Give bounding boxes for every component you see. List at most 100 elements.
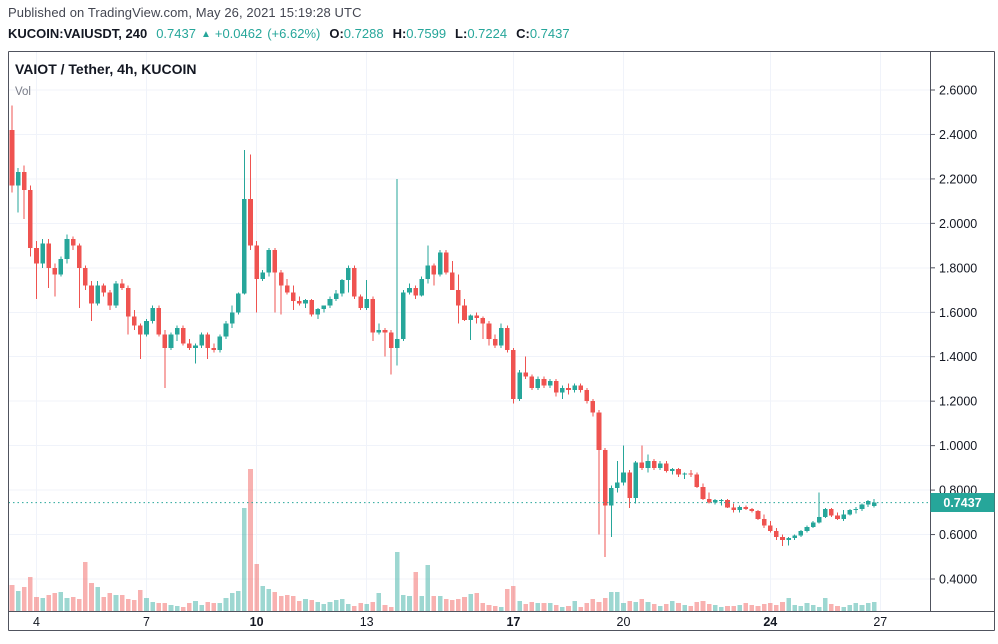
chart-plot-area[interactable] <box>8 51 930 612</box>
volume-bar <box>217 603 223 611</box>
candle-body <box>725 499 730 508</box>
published-line: Published on TradingView.com, May 26, 20… <box>8 5 362 20</box>
volume-bar <box>376 593 382 611</box>
candle-body <box>333 293 339 299</box>
volume-bar <box>138 590 143 611</box>
volume-bar <box>352 606 357 611</box>
volume-bar <box>309 600 314 611</box>
volume-bar <box>333 600 339 611</box>
candle-body <box>58 258 64 275</box>
candle-body <box>816 516 822 523</box>
volume-bar <box>566 606 571 611</box>
candle-body <box>46 243 51 268</box>
time-axis[interactable] <box>8 612 995 631</box>
candle-body <box>394 338 400 348</box>
candle-body <box>138 325 143 335</box>
candle-body <box>694 474 700 487</box>
candle-body <box>205 334 210 348</box>
volume-bar <box>584 603 590 611</box>
candle-body <box>755 511 761 519</box>
candle-body <box>737 506 742 511</box>
candle-body <box>664 463 669 472</box>
candle-body <box>248 198 253 246</box>
volume-indicator-label[interactable]: Vol <box>15 86 31 98</box>
volume-bar <box>260 586 266 611</box>
time-tick-label: 17 <box>506 615 520 629</box>
volume-bar <box>413 572 418 611</box>
high-label: H: <box>392 26 407 41</box>
volume-bar <box>664 604 669 611</box>
symbol-interval[interactable]: KUCOIN:VAIUSDT, 240 <box>8 26 148 41</box>
candle-body <box>364 298 369 308</box>
candle-body <box>676 468 681 475</box>
candle-body <box>547 381 553 386</box>
price-axis[interactable] <box>930 51 995 612</box>
candle-body <box>83 267 88 286</box>
candle-body <box>859 504 865 509</box>
close-label: C: <box>516 26 530 41</box>
volume-bar <box>615 592 620 611</box>
volume-bar <box>535 603 541 611</box>
candle-body <box>174 327 180 335</box>
candle-body <box>156 307 162 335</box>
time-axis-labels: 4 7 10 13 17 20 24 27 <box>33 615 887 629</box>
volume-bar <box>456 599 461 611</box>
time-tick-label: 27 <box>873 615 887 629</box>
volume-bar <box>199 605 204 611</box>
candle-body <box>144 321 149 335</box>
candle-body <box>639 462 645 468</box>
volume-bar <box>254 564 259 611</box>
volume-bar <box>810 605 816 611</box>
candle-body <box>34 247 39 264</box>
volume-bar <box>437 596 443 611</box>
volume-bar <box>162 603 168 611</box>
candle-body <box>829 508 834 516</box>
volume-bar <box>272 592 278 611</box>
volume-bar <box>553 605 559 611</box>
high-value: 0.7599 <box>406 26 447 41</box>
candle-body <box>541 378 547 386</box>
candle-body <box>651 461 657 468</box>
volume-bar <box>767 603 773 611</box>
volume-bar <box>853 603 859 611</box>
candle-body <box>615 482 620 488</box>
volume-bar <box>315 602 321 611</box>
candle-body <box>505 327 510 351</box>
candle-body <box>486 323 492 339</box>
candle-body <box>40 243 45 264</box>
candle-body <box>15 172 21 186</box>
candle-body <box>578 385 583 391</box>
candle-body <box>358 296 363 308</box>
candle-body <box>113 283 119 306</box>
volume-bar <box>780 602 785 611</box>
candle-body <box>517 372 522 399</box>
candle-body <box>682 473 687 475</box>
volume-bar <box>633 602 639 611</box>
volume-bar <box>168 605 174 611</box>
volume-bar <box>798 606 804 611</box>
candle-body <box>229 312 235 324</box>
volume-bar <box>9 585 15 611</box>
candle-body <box>621 472 626 483</box>
volume-bar <box>706 604 712 611</box>
candle-body <box>798 531 804 536</box>
candle-body <box>76 245 82 268</box>
time-tick-label: 10 <box>250 615 264 629</box>
price-tick-label: 1.2000 <box>939 395 977 409</box>
candle-body <box>657 463 663 468</box>
volume-bar <box>58 592 64 611</box>
volume-bar <box>468 594 473 611</box>
volume-bar <box>15 591 21 611</box>
volume-bar <box>431 596 437 611</box>
volume-bar <box>578 607 583 611</box>
candle-body <box>743 506 749 509</box>
candle-body <box>553 381 559 393</box>
time-tick-label: 24 <box>763 615 777 629</box>
volume-bar <box>523 604 528 611</box>
candle-body <box>566 387 571 391</box>
candle-body <box>523 372 528 377</box>
price-tick-label: 0.6000 <box>939 528 977 542</box>
candle-body <box>792 535 798 538</box>
candle-body <box>449 272 455 291</box>
candle-body <box>804 526 810 532</box>
